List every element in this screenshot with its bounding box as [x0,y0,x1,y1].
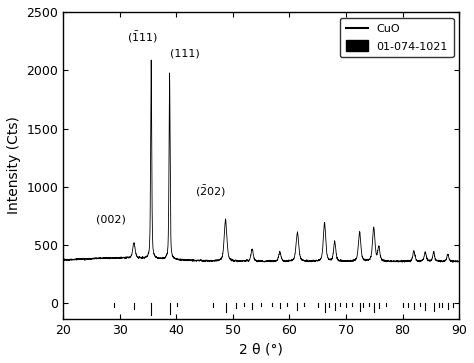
Y-axis label: Intensity (Cts): Intensity (Cts) [7,117,21,214]
Text: ($\bar{2}$02): ($\bar{2}$02) [195,183,226,199]
Text: ($\bar{1}$11): ($\bar{1}$11) [127,29,158,45]
Text: (002): (002) [96,214,126,224]
Text: (111): (111) [170,49,200,58]
Legend: CuO, 01-074-1021: CuO, 01-074-1021 [340,17,454,57]
X-axis label: 2 θ (°): 2 θ (°) [239,342,283,356]
